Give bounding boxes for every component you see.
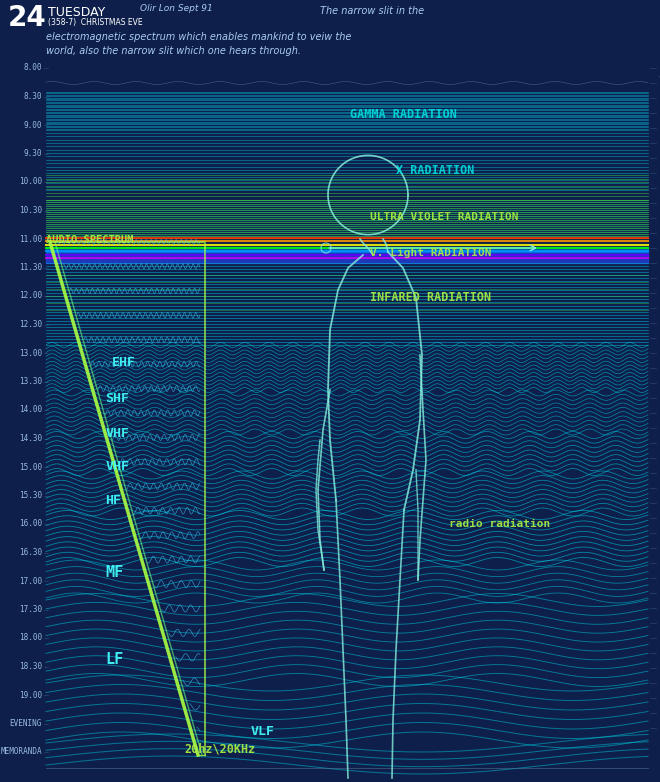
Text: The narrow slit in the: The narrow slit in the [320,6,424,16]
Text: 18.30: 18.30 [19,662,42,671]
Text: 14.00: 14.00 [19,406,42,414]
Text: 17.00: 17.00 [19,576,42,586]
Text: VHF: VHF [106,427,129,439]
Text: EVENING: EVENING [10,719,42,728]
Text: MF: MF [106,565,124,580]
Text: 19.00: 19.00 [19,691,42,700]
Text: 13.30: 13.30 [19,377,42,386]
Text: 8.00: 8.00 [24,63,42,73]
Text: 8.30: 8.30 [24,92,42,101]
Text: 12.30: 12.30 [19,320,42,329]
Text: VHF: VHF [106,461,129,473]
Text: 9.30: 9.30 [24,149,42,158]
Text: 10.00: 10.00 [19,178,42,186]
Text: ?: ? [658,76,660,85]
Text: TUESDAY: TUESDAY [48,6,105,19]
Text: SHF: SHF [106,393,129,405]
Text: INFARED RADIATION: INFARED RADIATION [370,292,491,304]
Text: world, also the narrow slit which one hears through.: world, also the narrow slit which one he… [46,46,301,56]
Text: X RADIATION: X RADIATION [396,164,475,177]
Text: LF: LF [106,651,124,667]
Text: 12.00: 12.00 [19,292,42,300]
Text: 13.00: 13.00 [19,349,42,357]
Text: ULTRA VIOLET RADIATION: ULTRA VIOLET RADIATION [370,212,518,221]
Text: V. Light RADIATION: V. Light RADIATION [370,248,491,257]
Text: GAMMA RADIATION: GAMMA RADIATION [350,109,457,121]
Text: 24: 24 [8,4,47,32]
Text: 17.30: 17.30 [19,605,42,614]
Text: 14.30: 14.30 [19,434,42,443]
Text: AUDIO SPECTRUM: AUDIO SPECTRUM [46,235,134,245]
Text: VLF: VLF [251,726,275,738]
Text: (358-7)  CHRISTMAS EVE: (358-7) CHRISTMAS EVE [48,18,143,27]
Text: 11.00: 11.00 [19,235,42,243]
Text: 18.00: 18.00 [19,633,42,643]
Text: 15.30: 15.30 [19,491,42,500]
Text: 10.30: 10.30 [19,206,42,215]
Text: 11.30: 11.30 [19,263,42,272]
Text: radio radiation: radio radiation [449,519,550,529]
Text: electromagnetic spectrum which enables mankind to veiw the: electromagnetic spectrum which enables m… [46,32,351,42]
Text: 16.30: 16.30 [19,548,42,557]
Text: 20hz\20KHz: 20hz\20KHz [185,743,256,755]
Text: HF: HF [106,494,121,507]
Text: Olir Lon Sept 91: Olir Lon Sept 91 [140,4,213,13]
Text: EHF: EHF [112,356,136,368]
Text: 9.00: 9.00 [24,120,42,130]
Text: MEMORANDA: MEMORANDA [1,748,42,756]
Text: 15.00: 15.00 [19,462,42,472]
Text: 16.00: 16.00 [19,519,42,529]
